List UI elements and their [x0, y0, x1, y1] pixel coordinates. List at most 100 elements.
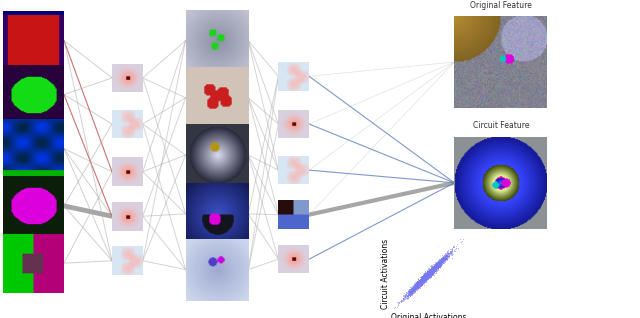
Point	[422, 271, 433, 276]
Point	[425, 269, 435, 274]
Point	[411, 282, 421, 287]
Point	[422, 274, 432, 280]
Point	[437, 255, 447, 260]
Point	[426, 270, 436, 275]
Point	[404, 293, 414, 298]
Point	[413, 281, 424, 287]
Point	[431, 266, 442, 271]
Point	[426, 267, 436, 273]
Point	[422, 273, 432, 278]
Point	[410, 284, 420, 289]
Point	[432, 263, 442, 268]
Point	[428, 270, 438, 275]
Point	[406, 287, 417, 293]
Point	[432, 264, 442, 269]
Point	[430, 266, 440, 271]
Point	[419, 275, 429, 280]
Point	[429, 267, 439, 273]
Point	[417, 273, 428, 278]
Point	[419, 277, 429, 282]
Point	[424, 269, 434, 274]
Point	[435, 259, 445, 264]
Point	[439, 256, 449, 261]
Point	[415, 280, 426, 285]
Point	[414, 284, 424, 289]
Point	[438, 255, 449, 260]
Point	[401, 294, 411, 299]
Point	[413, 279, 423, 284]
Point	[437, 257, 447, 262]
Point	[422, 272, 432, 277]
Point	[409, 287, 419, 292]
Point	[433, 263, 443, 268]
Point	[424, 270, 434, 275]
Point	[410, 283, 420, 288]
Point	[419, 278, 429, 283]
Point	[429, 268, 439, 273]
Point	[431, 263, 441, 268]
Point	[415, 281, 425, 286]
Point	[432, 264, 442, 269]
Point	[412, 282, 422, 287]
Point	[433, 260, 444, 266]
Point	[429, 266, 439, 271]
Point	[438, 257, 448, 262]
Point	[420, 275, 431, 280]
Point	[425, 272, 435, 277]
Point	[432, 261, 442, 266]
Point	[418, 280, 428, 285]
Point	[419, 272, 429, 277]
Point	[425, 269, 435, 274]
Point	[404, 289, 415, 294]
Point	[411, 282, 421, 287]
Point	[419, 276, 429, 281]
Point	[435, 259, 445, 265]
Point	[416, 284, 426, 289]
Point	[426, 269, 436, 274]
Point	[419, 274, 429, 279]
Point	[421, 275, 431, 280]
Point	[413, 282, 423, 287]
Point	[428, 273, 438, 278]
Point	[401, 292, 411, 297]
Point	[422, 273, 432, 278]
Point	[427, 270, 437, 275]
Point	[434, 263, 444, 268]
Point	[413, 280, 424, 285]
Point	[439, 253, 449, 258]
Point	[425, 269, 435, 274]
Point	[423, 274, 433, 279]
Point	[413, 282, 423, 287]
Point	[417, 279, 427, 284]
Point	[410, 288, 420, 293]
Point	[428, 268, 438, 273]
Point	[438, 258, 448, 263]
Point	[435, 259, 445, 264]
Point	[420, 275, 431, 280]
Text: Original Feature: Original Feature	[470, 1, 532, 10]
Point	[440, 254, 450, 259]
Point	[422, 272, 432, 277]
Point	[422, 274, 432, 279]
Point	[438, 256, 449, 261]
Point	[401, 296, 411, 301]
Point	[419, 275, 429, 280]
Point	[419, 278, 429, 283]
Point	[410, 285, 420, 290]
Point	[417, 278, 428, 283]
Point	[420, 276, 431, 281]
Point	[410, 287, 420, 292]
Point	[433, 264, 444, 269]
Point	[431, 264, 441, 269]
Point	[424, 271, 435, 276]
Point	[423, 272, 433, 277]
Point	[420, 273, 430, 279]
Point	[443, 253, 453, 259]
Point	[408, 286, 419, 291]
Point	[417, 279, 427, 284]
Point	[438, 254, 449, 259]
Point	[415, 279, 425, 284]
Point	[428, 267, 438, 272]
Point	[435, 258, 445, 263]
Point	[420, 278, 430, 283]
